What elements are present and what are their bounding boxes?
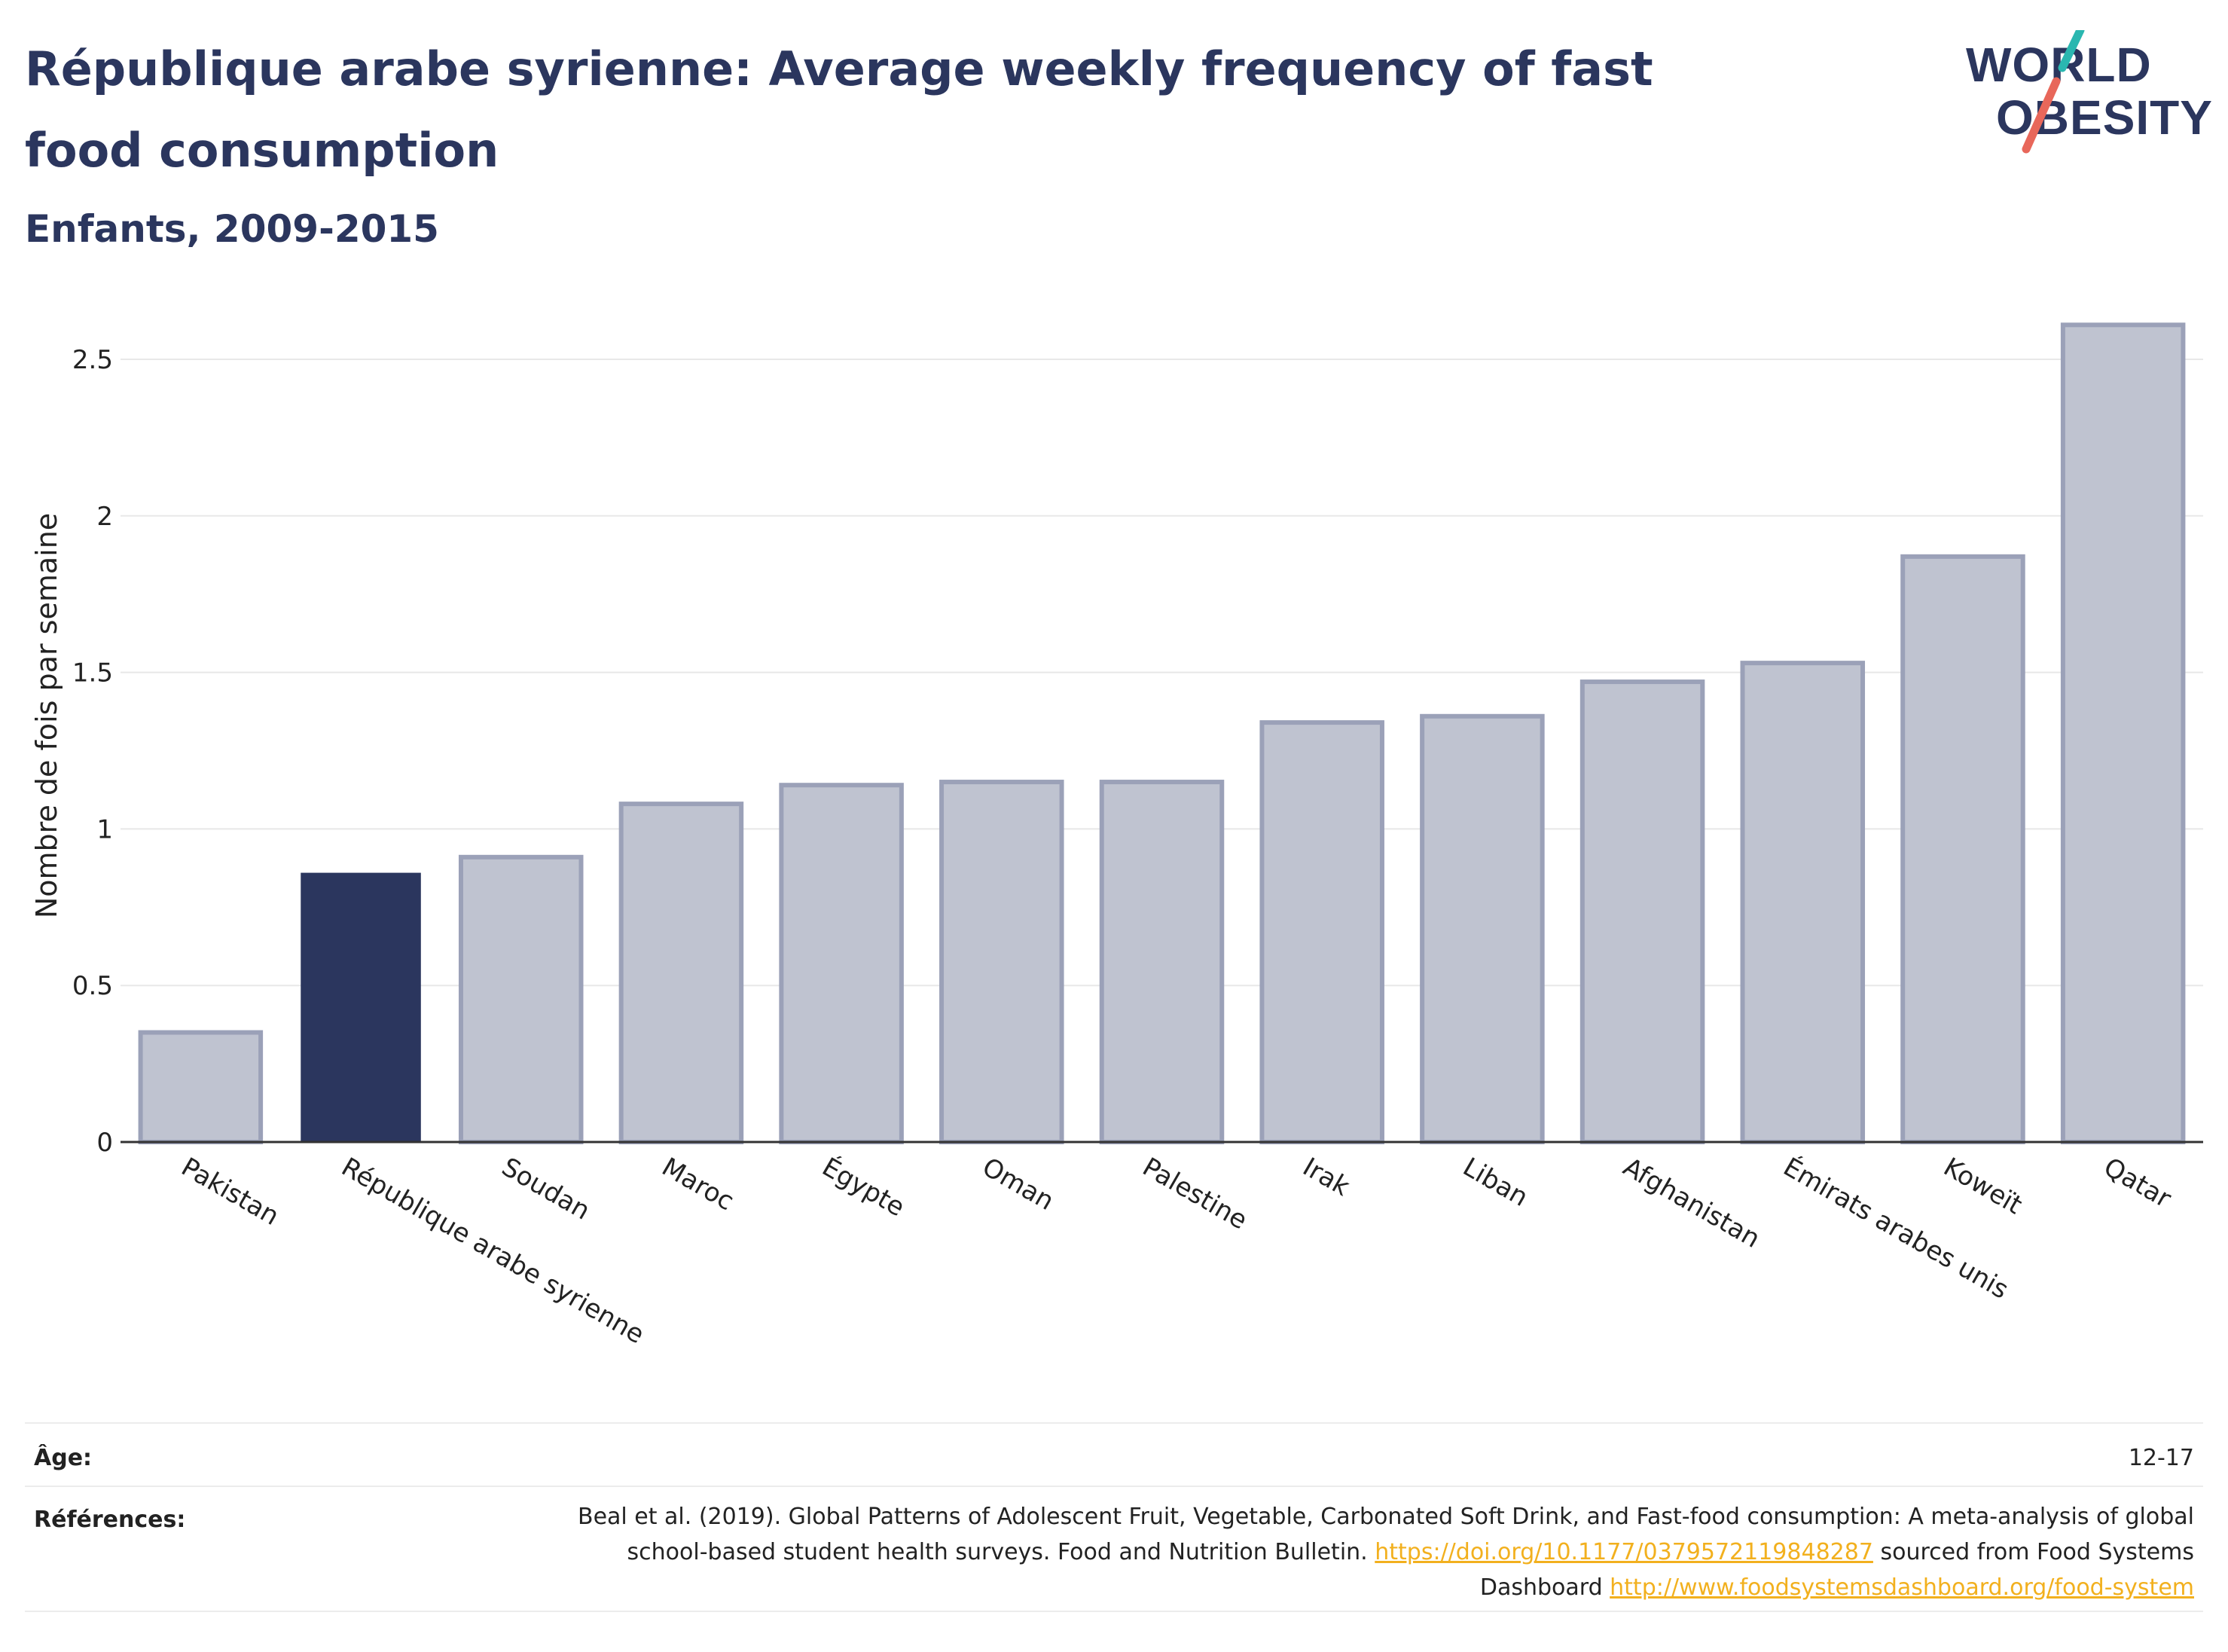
bar-chart: 0 0.5 1 1.5 2 2.5 Pakistan République arabe syr…: [30, 322, 2203, 1350]
x-tick-label: Liban: [1457, 1152, 1533, 1213]
x-tick-label: République arabe syrienne: [337, 1152, 649, 1350]
chart-title: République arabe syrienne: Average weekl…: [25, 41, 1653, 178]
y-axis-title: Nombre de fois par semaine: [30, 513, 63, 918]
y-tick-label: 1: [96, 814, 113, 844]
x-tick-label: Irak: [1298, 1152, 1355, 1202]
bar-8[interactable]: [1420, 713, 1545, 1144]
y-tick-label: 2.5: [72, 345, 113, 375]
bar-11[interactable]: [1900, 554, 2025, 1144]
x-tick-label: Pakistan: [176, 1152, 284, 1232]
bar-12[interactable]: [2060, 322, 2186, 1144]
bar-6[interactable]: [1099, 780, 1225, 1145]
logo-slash-icon: [2022, 30, 2085, 154]
food-systems-link[interactable]: http://www.foodsystemsdashboard.org/food…: [1610, 1574, 2194, 1601]
y-tick-label: 1.5: [72, 658, 113, 689]
x-tick-label: Égypte: [817, 1151, 911, 1223]
footer-divider: [25, 1611, 2203, 1612]
bar-4[interactable]: [779, 783, 904, 1144]
x-tick-label: Qatar: [2098, 1152, 2176, 1214]
y-tick-label: 0.5: [72, 971, 113, 1001]
ref-text-1: Beal et al. (2019). Global Patterns of A…: [577, 1504, 2194, 1565]
age-label: Âge:: [34, 1445, 93, 1471]
footer-divider: [25, 1486, 2203, 1487]
x-tick-label: Afghanistan: [1618, 1152, 1765, 1254]
y-tick-label: 0: [96, 1128, 113, 1158]
bar-5[interactable]: [939, 780, 1064, 1145]
bars: [138, 322, 2186, 1145]
bar-0[interactable]: [138, 1030, 264, 1145]
bar-7[interactable]: [1259, 720, 1384, 1144]
bar-9[interactable]: [1579, 679, 1705, 1144]
x-tick-label: Oman: [977, 1152, 1059, 1217]
chart-subtitle: Enfants, 2009-2015: [25, 207, 439, 251]
y-tick-label: 2: [96, 502, 113, 532]
world-obesity-logo: WORLD OBESITY: [1966, 30, 2212, 166]
x-tick-label: Koweït: [1938, 1152, 2027, 1220]
bar-3[interactable]: [618, 802, 744, 1144]
references-label: Références:: [34, 1507, 186, 1533]
x-tick-label: Maroc: [657, 1152, 739, 1217]
x-tick-label: Soudan: [496, 1152, 595, 1226]
references-text: Beal et al. (2019). Global Patterns of A…: [537, 1499, 2194, 1605]
footer-divider: [25, 1422, 2203, 1424]
doi-link[interactable]: https://doi.org/10.1177/0379572119848287: [1375, 1539, 1873, 1565]
bar-2[interactable]: [458, 854, 584, 1144]
bar-10[interactable]: [1740, 661, 1866, 1144]
ref-text-2: sourced from Food Systems Dashboard: [1479, 1539, 2194, 1601]
bar-1[interactable]: [301, 872, 421, 1142]
x-tick-label: Palestine: [1137, 1152, 1253, 1235]
age-value: 12-17: [2128, 1445, 2194, 1471]
